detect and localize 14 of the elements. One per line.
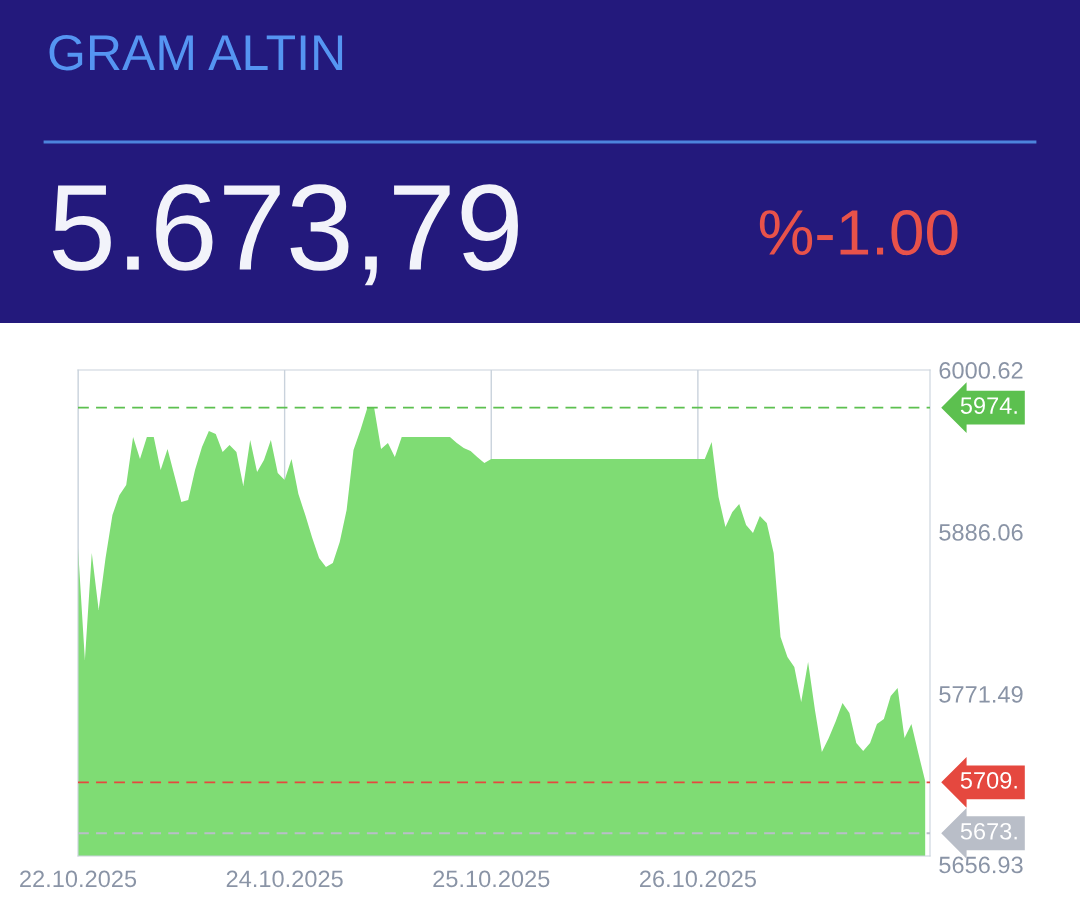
text: %-1.00 [759, 209, 958, 256]
x-tick-label: 22.10.2025 [20, 870, 137, 888]
x-tick-label: 26.10.2025 [640, 870, 756, 888]
y-tick-label: 5656.93 [939, 856, 1023, 874]
chart-title: GRAM ALTIN [49, 35, 343, 71]
x-tick-label: 24.10.2025 [226, 870, 343, 888]
y-tick-label: 5886.06 [939, 524, 1023, 541]
y-tick-label: 5771.49 [939, 686, 1023, 703]
chart-subtitle: 5.673,79 [52, 184, 518, 286]
ref-line-label: 5709. [960, 771, 1017, 789]
ref-line-label: 5673. [960, 822, 1017, 840]
y-tick-label: 6000.62 [939, 362, 1023, 379]
x-tick-label: 25.10.2025 [433, 870, 550, 888]
ref-line-label: 5974. [960, 397, 1017, 414]
